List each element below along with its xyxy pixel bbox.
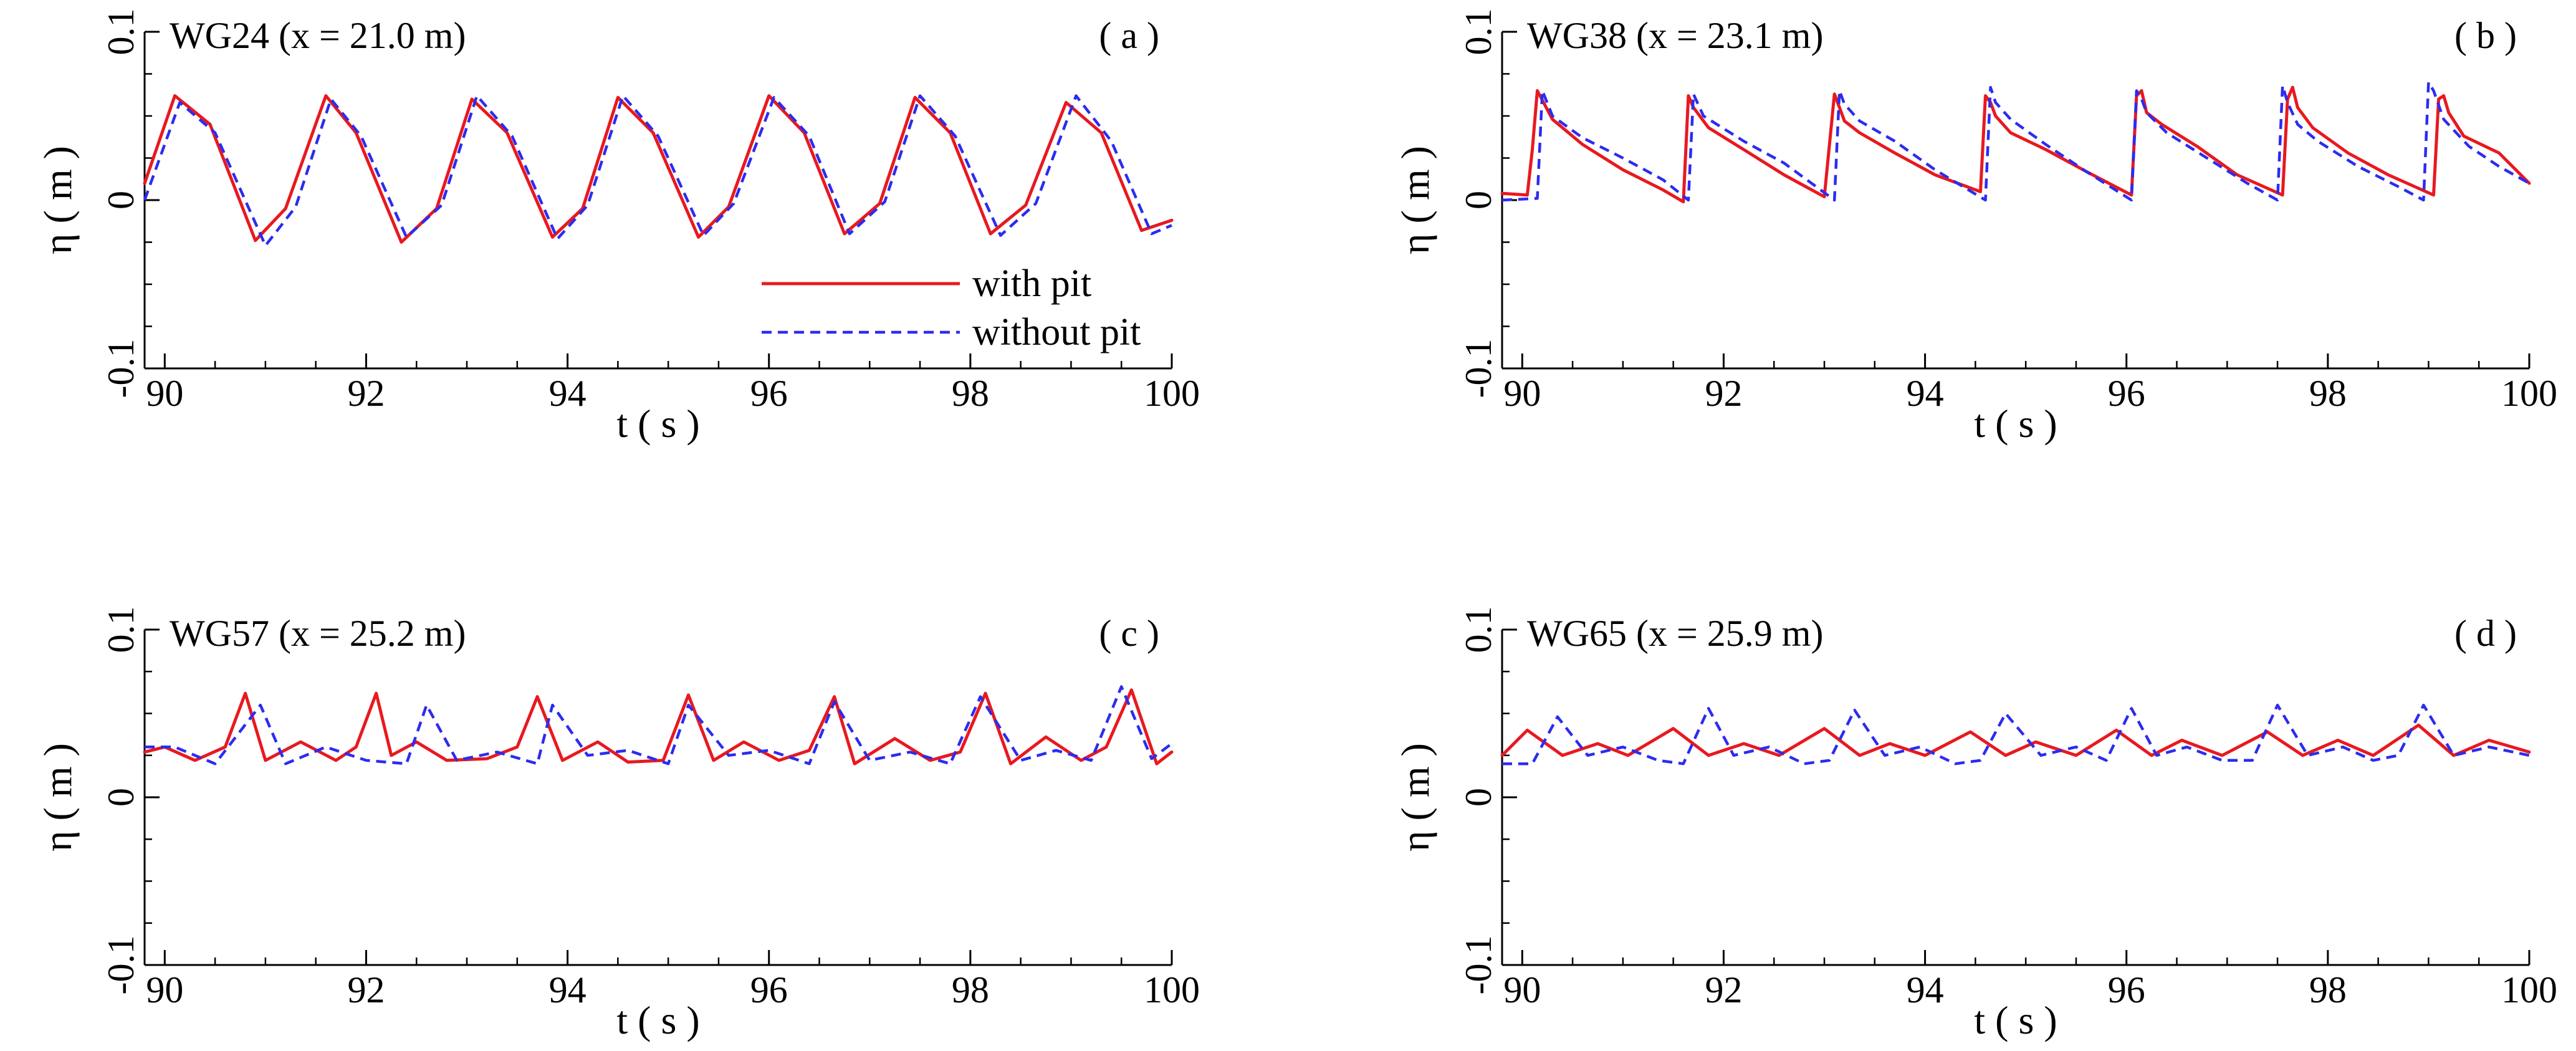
y-tick-label: -0.1 <box>100 339 141 398</box>
y-tick-label: 0.1 <box>100 607 141 653</box>
y-axis-label: η ( m ) <box>36 146 80 254</box>
y-axis-label: η ( m ) <box>1393 743 1437 852</box>
x-tick-label: 94 <box>1907 969 1944 1010</box>
series-line-without-pit <box>143 94 1172 247</box>
panel-title: WG24 (x = 21.0 m) <box>170 15 466 56</box>
y-tick-label: 0 <box>1458 788 1499 807</box>
y-tick-label: 0.1 <box>1458 9 1499 55</box>
y-tick-label: 0.1 <box>100 9 141 55</box>
y-axis-label: η ( m ) <box>1393 146 1437 254</box>
x-tick-label: 100 <box>1144 373 1200 414</box>
x-tick-label: 90 <box>1503 373 1541 414</box>
x-tick-label: 94 <box>1907 373 1944 414</box>
chart-panel-a: 90 92 94 96 98 100 -0.1 0 0.1 t ( s ) η ( m ) WG24 … <box>36 9 1200 446</box>
panel-letter: ( d ) <box>2454 613 2517 654</box>
x-tick-label: 100 <box>1144 969 1200 1010</box>
x-tick-label: 90 <box>1503 969 1541 1010</box>
chart-panel-b: 90 92 94 96 98 100 -0.1 0 0.1 t ( s ) η ( m ) WG38 … <box>1393 9 2557 446</box>
x-tick-label: 100 <box>2501 373 2557 414</box>
y-tick-label: -0.1 <box>100 936 141 995</box>
panel-letter: ( a ) <box>1099 15 1159 56</box>
panel-title: WG57 (x = 25.2 m) <box>170 613 466 654</box>
x-axis-label: t ( s ) <box>1974 998 2057 1042</box>
y-tick-label: 0 <box>100 191 141 209</box>
y-tick-label: 0 <box>1458 191 1499 209</box>
series-line-with-pit <box>143 688 1174 765</box>
x-tick-label: 96 <box>2108 969 2145 1010</box>
series-line-with-pit <box>143 94 1174 244</box>
chart-panel-c: 90 92 94 96 98 100 -0.1 0 0.1 t ( s ) η ( m ) WG57 … <box>36 607 1200 1043</box>
panel-letter: ( b ) <box>2454 15 2517 56</box>
legend-label-without-pit: without pit <box>972 311 1141 353</box>
x-tick-label: 100 <box>2501 969 2557 1010</box>
legend: with pit without pit <box>762 262 1141 353</box>
x-tick-label: 92 <box>1705 373 1742 414</box>
x-tick-label: 98 <box>952 373 989 414</box>
y-tick-label: 0.1 <box>1458 607 1499 653</box>
y-tick-label: -0.1 <box>1458 936 1499 995</box>
chart-panel-d: 90 92 94 96 98 100 -0.1 0 0.1 t ( s ) η ( m ) WG65 … <box>1393 607 2557 1043</box>
x-tick-label: 90 <box>146 373 183 414</box>
series-line-without-pit <box>145 685 1173 765</box>
x-tick-label: 94 <box>549 373 587 414</box>
panel-title: WG38 (x = 23.1 m) <box>1527 15 1823 56</box>
x-tick-label: 90 <box>146 969 183 1010</box>
x-tick-label: 96 <box>750 373 788 414</box>
x-tick-label: 96 <box>2108 373 2145 414</box>
y-axis-label: η ( m ) <box>36 743 80 852</box>
legend-label-with-pit: with pit <box>972 262 1091 305</box>
x-axis-label: t ( s ) <box>616 401 699 446</box>
y-tick-label: 0 <box>100 788 141 807</box>
x-tick-label: 98 <box>2309 373 2347 414</box>
series-line-with-pit <box>1500 723 2531 757</box>
x-tick-label: 92 <box>347 373 385 414</box>
panel-letter: ( c ) <box>1099 613 1159 654</box>
series-line-without-pit <box>1501 80 2531 202</box>
x-tick-label: 98 <box>952 969 989 1010</box>
x-axis-label: t ( s ) <box>1974 401 2057 446</box>
series-line-with-pit <box>1500 85 2531 204</box>
x-tick-label: 92 <box>347 969 385 1010</box>
x-tick-label: 96 <box>750 969 788 1010</box>
x-tick-label: 94 <box>549 969 587 1010</box>
y-tick-label: -0.1 <box>1458 339 1499 398</box>
x-tick-label: 98 <box>2309 969 2347 1010</box>
x-tick-label: 92 <box>1705 969 1742 1010</box>
x-axis-label: t ( s ) <box>616 998 699 1042</box>
panel-title: WG65 (x = 25.9 m) <box>1527 613 1823 654</box>
